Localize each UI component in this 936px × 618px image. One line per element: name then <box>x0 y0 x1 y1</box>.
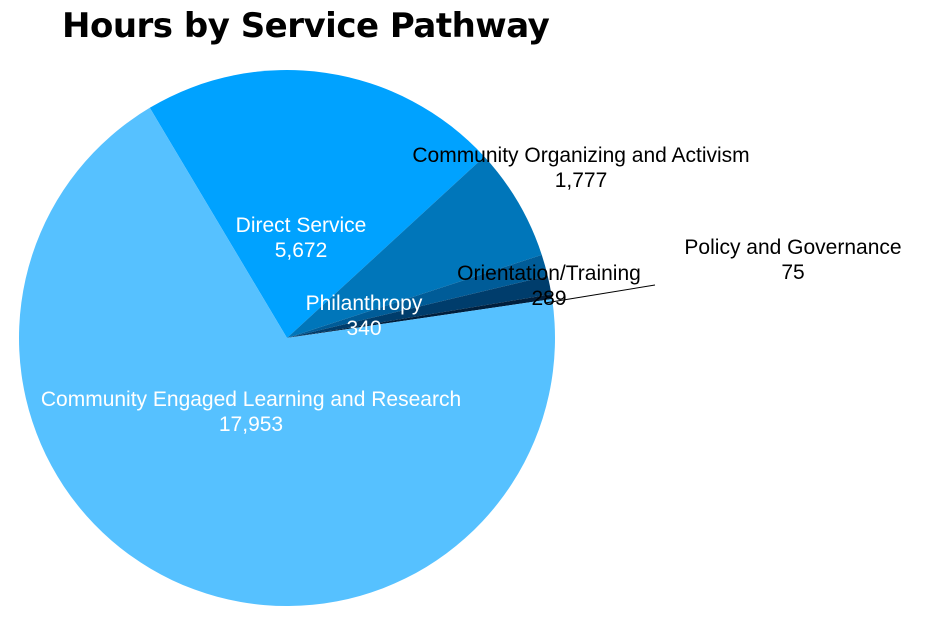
slice-name: Orientation/Training <box>457 262 641 285</box>
pie-slice <box>287 275 552 338</box>
pie-slice <box>149 69 485 338</box>
slice-name: Philanthropy <box>305 292 423 315</box>
slice-label: Community Engaged Learning and Research 1… <box>41 387 461 437</box>
slice-name: Direct Service <box>235 214 367 237</box>
pie-slice <box>287 294 553 338</box>
slice-label: Philanthropy 340 <box>306 291 423 341</box>
pie-slice <box>287 156 542 338</box>
chart-title: Hours by Service Pathway <box>62 6 550 46</box>
leader-line <box>544 284 656 304</box>
pie-slice <box>287 254 548 338</box>
slice-name: Community Organizing and Activism <box>412 144 750 167</box>
slice-name: Community Engaged Learning and Research <box>40 388 462 411</box>
slice-value: 75 <box>781 261 805 284</box>
slice-label: Policy and Governance 75 <box>684 235 901 285</box>
pie-slice <box>19 107 556 606</box>
slice-label: Orientation/Training 289 <box>457 261 641 311</box>
slice-label: Community Organizing and Activism 1,777 <box>412 143 749 193</box>
slice-value: 289 <box>531 287 567 310</box>
slice-value: 5,672 <box>274 239 328 262</box>
slice-label: Direct Service 5,672 <box>236 213 367 263</box>
slice-value: 17,953 <box>218 413 284 436</box>
slice-value: 340 <box>346 317 382 340</box>
slice-name: Policy and Governance <box>684 236 902 259</box>
slice-value: 1,777 <box>554 169 608 192</box>
